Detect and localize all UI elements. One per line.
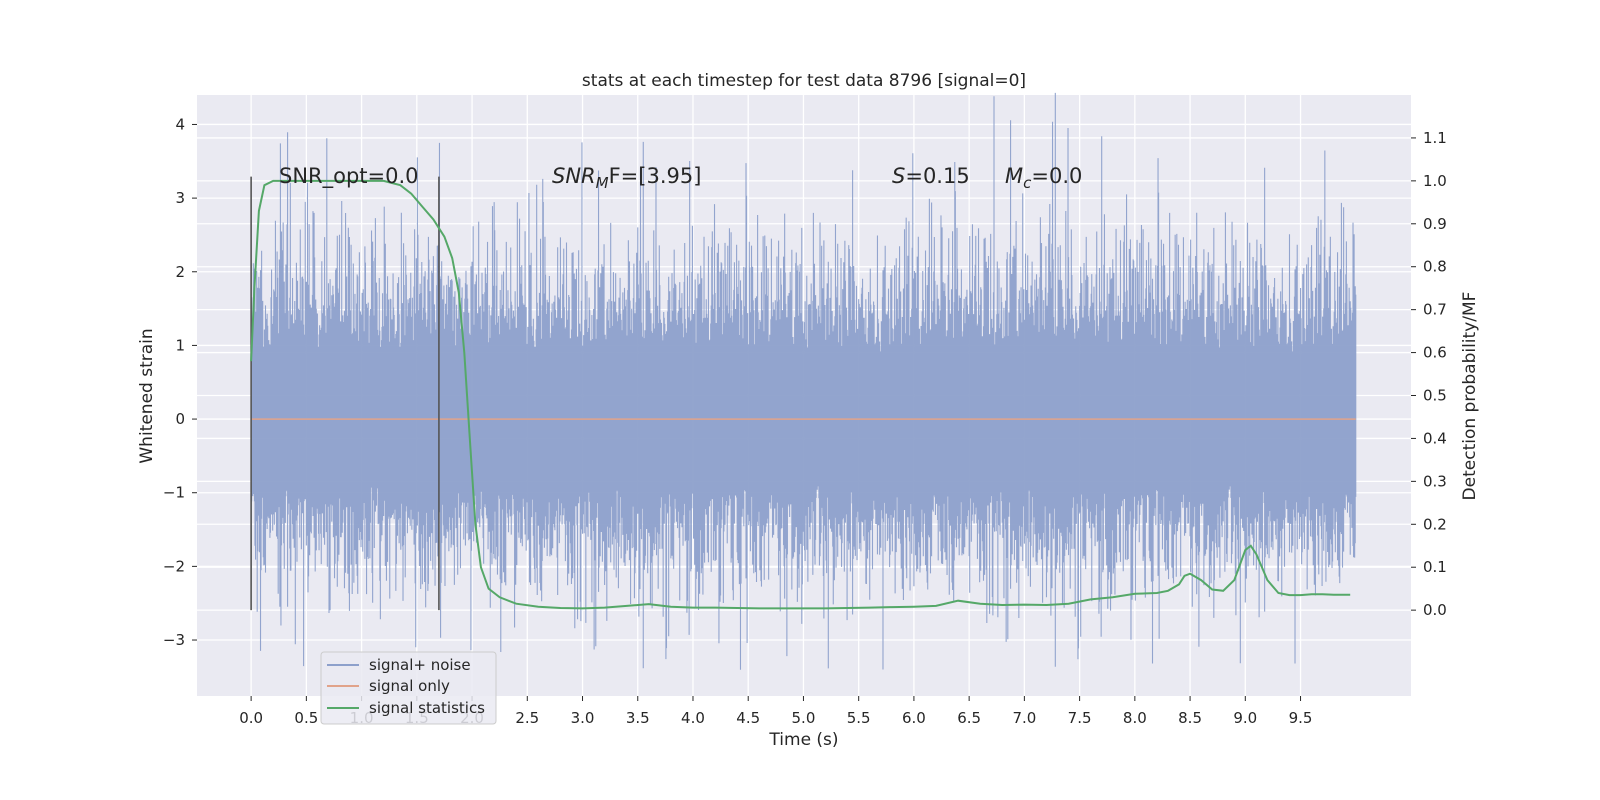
legend-label-noise: signal+ noise	[369, 656, 471, 674]
x-tick-label: 7.5	[1068, 709, 1092, 727]
x-tick-label: 2.5	[515, 709, 539, 727]
y-left-tick-label: −3	[163, 631, 185, 649]
legend-label-stats: signal statistics	[369, 699, 485, 717]
y-right-tick-label: 0.6	[1423, 344, 1447, 362]
x-tick-label: 0.5	[294, 709, 318, 727]
y-right-tick-label: 0.4	[1423, 429, 1447, 447]
annotation-snr-opt: SNR_opt=0.0	[279, 164, 419, 189]
x-tick-label: 5.5	[847, 709, 871, 727]
y-right-tick-label: 1.1	[1423, 129, 1447, 147]
x-axis-label: Time (s)	[768, 730, 838, 750]
mc-base: M	[1005, 164, 1023, 188]
s-value: =0.15	[905, 164, 969, 188]
y-left-tick-label: 2	[175, 263, 185, 281]
y-left-tick-label: 3	[175, 189, 185, 207]
y-axis-left-ticks: −3 −2 −1 0 1 2 3 4	[163, 115, 197, 649]
x-tick-label: 0.0	[239, 709, 263, 727]
snr-mf-rest: F=[3.95]	[609, 164, 702, 188]
y-right-tick-label: 0.9	[1423, 215, 1447, 233]
y-right-tick-label: 0.1	[1423, 558, 1447, 576]
x-tick-label: 9.0	[1233, 709, 1257, 727]
x-tick-label: 3.0	[571, 709, 595, 727]
y-axis-right-ticks: 0.0 0.1 0.2 0.3 0.4 0.5 0.6 0.7 0.8 0.9 1.0 1.1	[1411, 129, 1447, 619]
y-right-tick-label: 0.5	[1423, 387, 1447, 405]
y-right-tick-label: 1.0	[1423, 172, 1447, 190]
y-left-tick-label: −2	[163, 557, 185, 575]
x-tick-label: 9.5	[1289, 709, 1313, 727]
legend: signal+ noise signal only signal statist…	[320, 651, 497, 725]
y-axis-left-label: Whitened strain	[137, 328, 157, 463]
y-left-tick-label: 4	[175, 115, 185, 133]
x-tick-label: 6.5	[957, 709, 981, 727]
y-left-tick-label: 1	[175, 336, 185, 354]
snr-mf-base: SNR	[552, 164, 596, 188]
x-tick-label: 6.0	[902, 709, 926, 727]
annotation-mc: Mc=0.0	[1005, 164, 1082, 192]
signal-statistics-line	[250, 179, 1351, 610]
y-axis-right-label: Detection probability/MF	[1460, 292, 1480, 501]
x-tick-label: 7.0	[1012, 709, 1036, 727]
x-tick-label: 4.5	[736, 709, 760, 727]
legend-box	[320, 651, 497, 725]
mc-value: =0.0	[1031, 164, 1082, 188]
window-markers	[250, 176, 440, 611]
x-tick-label: 3.5	[626, 709, 650, 727]
x-tick-label: 4.0	[681, 709, 705, 727]
chart-title: stats at each timestep for test data 879…	[582, 71, 1026, 91]
y-left-tick-label: 0	[175, 410, 185, 428]
snr-mf-sub: M	[596, 174, 609, 192]
mc-sub: c	[1023, 174, 1032, 192]
y-right-tick-label: 0.0	[1423, 601, 1447, 619]
x-tick-label: 5.0	[792, 709, 816, 727]
annotation-s: S=0.15	[892, 164, 970, 188]
x-tick-label: 8.5	[1178, 709, 1202, 727]
y-right-tick-label: 0.7	[1423, 301, 1447, 319]
y-left-tick-label: −1	[163, 484, 185, 502]
y-right-tick-label: 0.8	[1423, 258, 1447, 276]
s-label: S	[892, 164, 905, 188]
legend-label-signal: signal only	[369, 677, 450, 695]
y-right-tick-label: 0.2	[1423, 515, 1447, 533]
annotation-snr-mf: SNRMF=[3.95]	[552, 164, 701, 192]
x-tick-label: 8.0	[1123, 709, 1147, 727]
y-right-tick-label: 0.3	[1423, 472, 1447, 490]
